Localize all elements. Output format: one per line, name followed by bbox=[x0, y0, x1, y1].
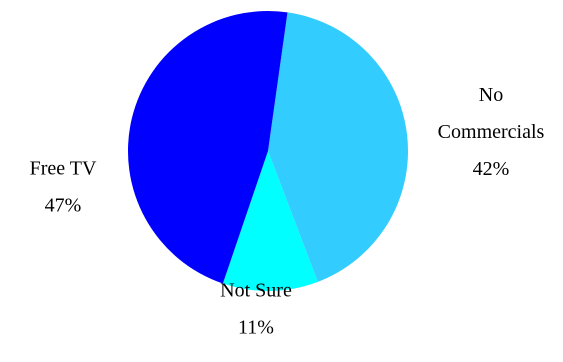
pie-slice-free-tv bbox=[127, 10, 288, 284]
pie-slice-no-commercials bbox=[268, 12, 409, 282]
slice-label-free-tv: Free TV 47% bbox=[30, 158, 97, 217]
slice-percent: 42% bbox=[473, 158, 510, 180]
pie-slice-not-sure bbox=[222, 151, 318, 292]
slice-label-line: Not Sure bbox=[220, 280, 292, 302]
slice-percent: 11% bbox=[238, 317, 274, 339]
slice-label-not-sure: Not Sure 11% bbox=[220, 280, 292, 339]
slice-label-line: Free TV bbox=[30, 158, 97, 180]
pie-slices bbox=[127, 10, 409, 292]
slice-label-no-commercials: No Commercials 42% bbox=[438, 84, 545, 180]
slice-label-line: No bbox=[479, 84, 503, 106]
slice-labels: No Commercials 42% Not Sure 11% Free TV 47% bbox=[30, 84, 545, 339]
slice-label-line: Commercials bbox=[438, 121, 545, 143]
slice-percent: 47% bbox=[45, 195, 82, 217]
